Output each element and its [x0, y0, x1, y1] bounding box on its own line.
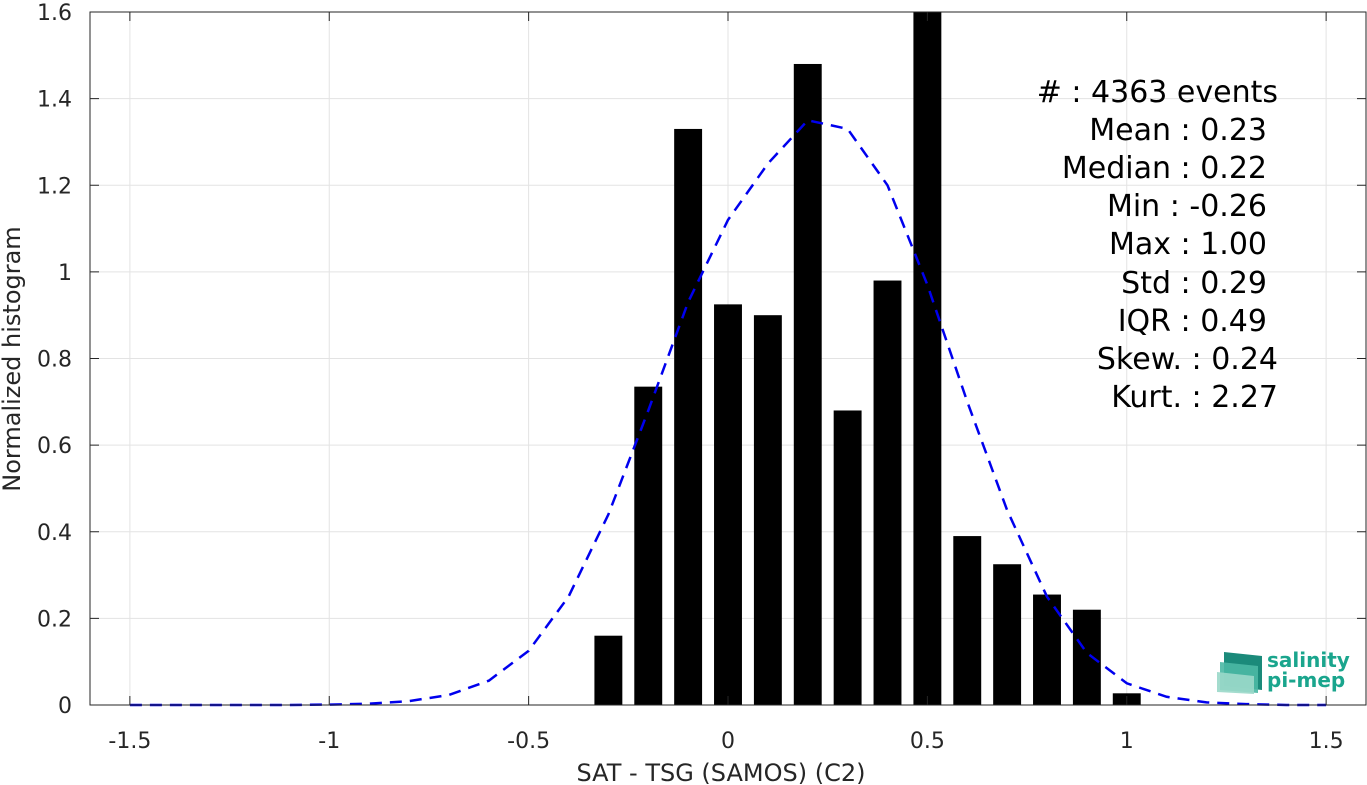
gaussian-fit-curve [129, 118, 1327, 707]
fit-curve-layer [129, 118, 1327, 707]
stats-kurt: Kurt. : 2.27 [1111, 380, 1278, 415]
x-tick-labels: -1.5 -1 -0.5 0 0.5 1 1.5 [108, 729, 1343, 754]
stats-annotation: # : 4363 events Mean : 0.23 Median : 0.2… [1037, 75, 1278, 415]
stats-iqr: IQR : 0.49 [1118, 304, 1267, 339]
histogram-bar [833, 410, 862, 705]
y-tick-label: 1.4 [37, 88, 72, 113]
stats-median: Median : 0.22 [1062, 151, 1267, 186]
x-tick-label: -1 [318, 729, 340, 754]
y-tick-label: 0.6 [37, 434, 72, 459]
logo-text-salinity: salinity [1267, 648, 1350, 672]
stats-mean: Mean : 0.23 [1089, 113, 1267, 148]
x-axis-title: SAT - TSG (SAMOS) (C2) [577, 759, 866, 785]
histogram-bar [1072, 609, 1101, 705]
stats-std: Std : 0.29 [1121, 266, 1267, 301]
x-tick-label: 1.5 [1309, 729, 1344, 754]
stats-min: Min : -0.26 [1107, 189, 1267, 224]
y-tick-label: 0.2 [37, 607, 72, 632]
x-tick-label: 0 [721, 729, 735, 754]
salinity-pi-mep-logo: salinity pi-mep [1217, 648, 1350, 694]
histogram-bar [634, 386, 663, 705]
histogram-bars [594, 12, 1141, 706]
histogram-bar [953, 536, 982, 705]
y-tick-label: 1 [58, 261, 72, 286]
histogram-bar [913, 12, 942, 705]
histogram-bar [993, 564, 1022, 705]
y-tick-label: 1.6 [37, 1, 72, 26]
x-tick-label: -0.5 [507, 729, 550, 754]
stats-skew: Skew. : 0.24 [1097, 342, 1278, 377]
y-tick-label: 1.2 [37, 174, 72, 199]
y-axis-title: Normalized histogram [0, 226, 26, 491]
histogram-bar [714, 304, 742, 705]
x-tick-label: 0.5 [910, 729, 945, 754]
y-tick-label: 0.8 [37, 348, 72, 373]
logo-text-pi-mep: pi-mep [1267, 668, 1345, 692]
histogram-bar [753, 315, 782, 705]
histogram-bar [594, 635, 623, 705]
y-tick-label: 0 [58, 694, 72, 719]
y-tick-label: 0.4 [37, 521, 72, 546]
histogram-bar [873, 280, 902, 705]
wave-logo-icon [1217, 652, 1262, 694]
stats-count: # : 4363 events [1037, 75, 1278, 110]
x-tick-label: 1 [1120, 729, 1134, 754]
y-tick-labels: 0 0.2 0.4 0.6 0.8 1 1.2 1.4 1.6 [37, 1, 72, 719]
histogram-bar [1033, 594, 1061, 705]
axis-ticks [90, 11, 1366, 706]
histogram-bar [793, 63, 822, 706]
stats-max: Max : 1.00 [1109, 227, 1267, 262]
histogram-bar [674, 128, 703, 706]
x-tick-label: -1.5 [108, 729, 151, 754]
